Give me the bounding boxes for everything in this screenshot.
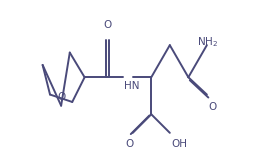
- Text: O: O: [126, 139, 134, 149]
- Text: HN: HN: [124, 81, 140, 91]
- Text: O: O: [103, 20, 111, 30]
- Text: O: O: [209, 103, 217, 112]
- Text: NH$_2$: NH$_2$: [197, 35, 218, 49]
- Text: O: O: [57, 92, 65, 102]
- Text: OH: OH: [171, 139, 187, 149]
